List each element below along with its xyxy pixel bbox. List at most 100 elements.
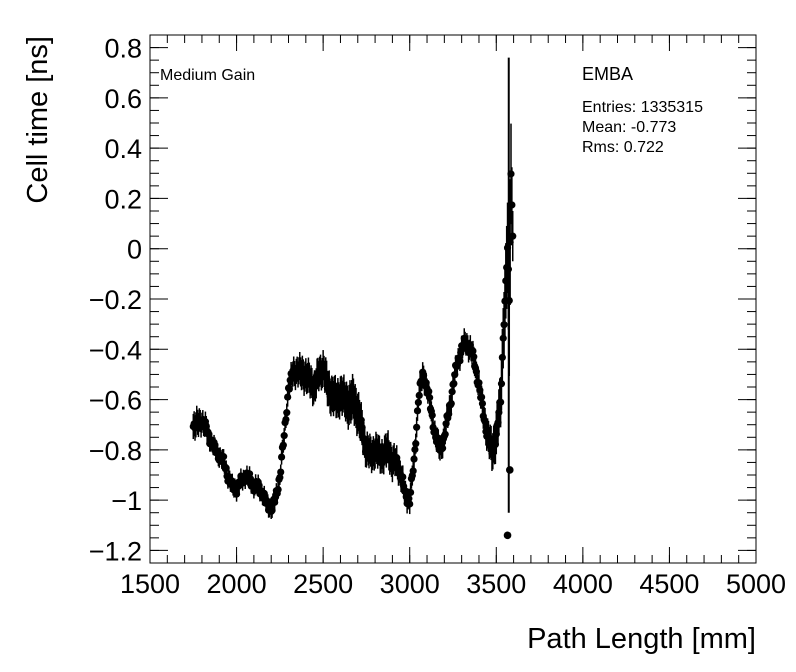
data-point	[505, 296, 513, 305]
data-point	[277, 453, 286, 461]
y-axis-title: Cell time [ns]	[22, 36, 54, 204]
data-points	[189, 170, 517, 540]
data-point	[470, 353, 478, 361]
entries-label: Entries: 1335315	[582, 99, 703, 116]
y-tick-label: −0.6	[89, 386, 142, 416]
mean-label: Mean: -0.773	[582, 119, 676, 136]
y-tick-label: −0.2	[89, 285, 142, 315]
data-point	[219, 453, 228, 461]
data-point	[414, 398, 422, 407]
data-point	[491, 440, 500, 448]
data-point	[355, 408, 363, 416]
data-point	[205, 430, 213, 438]
y-tick-labels: −1.2 −1 −0.8 −0.6 −0.4 −0.2 0 0.2 0.4 0.6 0.8	[89, 34, 142, 567]
data-point	[509, 232, 517, 240]
data-point	[285, 385, 293, 393]
data-point	[277, 468, 285, 476]
data-point	[222, 464, 230, 472]
data-point	[413, 423, 421, 431]
data-point	[323, 374, 331, 382]
gain-label: Medium Gain	[160, 67, 255, 84]
data-point	[245, 470, 254, 478]
data-point	[340, 388, 348, 396]
outlier-point	[503, 531, 512, 540]
data-point	[503, 244, 512, 252]
data-point	[399, 473, 407, 481]
x-tick-label: 4000	[553, 569, 613, 599]
data-point	[413, 407, 422, 415]
data-point	[481, 417, 489, 426]
data-point	[358, 423, 366, 432]
data-point	[412, 440, 420, 448]
y-tick-label: 0.4	[104, 134, 142, 164]
y-tick-label: 0.8	[104, 34, 142, 64]
data-point	[380, 455, 388, 463]
data-point	[393, 454, 401, 462]
data-point	[415, 391, 423, 400]
data-point	[441, 430, 449, 438]
data-point	[409, 467, 417, 475]
x-axis-title: Path Length [mm]	[527, 623, 756, 655]
data-point	[497, 398, 505, 406]
x-tick-labels: 1500 2000 2500 3000 3500 4000 4500 5000	[120, 569, 786, 599]
x-tick-label: 3500	[466, 569, 526, 599]
rms-label: Rms: 0.722	[582, 139, 664, 156]
data-point	[211, 441, 219, 449]
y-tick-label: −1	[111, 486, 142, 516]
x-tick-label: 3000	[380, 569, 440, 599]
data-point	[498, 353, 506, 362]
data-point	[492, 430, 500, 438]
data-point	[477, 393, 486, 401]
data-point	[274, 485, 282, 494]
data-point	[283, 409, 291, 417]
data-point	[442, 420, 450, 428]
y-tick-label: 0.6	[104, 84, 142, 114]
data-point	[499, 334, 507, 342]
data-point	[451, 371, 459, 379]
data-point	[495, 408, 503, 417]
y-tick-label: −0.8	[89, 436, 142, 466]
partition-label: EMBA	[582, 64, 633, 84]
data-point	[450, 379, 458, 388]
data-point	[447, 399, 455, 408]
data-point	[312, 379, 320, 387]
data-point	[425, 387, 433, 396]
data-point	[268, 506, 276, 514]
data-point	[255, 482, 263, 490]
data-point	[456, 357, 464, 365]
data-point	[419, 372, 428, 380]
data-point	[507, 170, 515, 178]
data-point	[276, 473, 284, 481]
data-point	[428, 411, 436, 419]
outlier-point	[505, 466, 514, 474]
data-point	[445, 410, 453, 418]
data-point	[504, 265, 513, 273]
data-point	[284, 393, 292, 401]
data-point	[494, 419, 502, 427]
data-point	[282, 415, 290, 424]
y-tick-label: 0	[127, 235, 142, 265]
data-point	[232, 490, 241, 498]
x-tick-label: 1500	[120, 569, 180, 599]
data-point	[476, 386, 484, 394]
x-tick-label: 5000	[726, 569, 786, 599]
y-tick-label: 0.2	[104, 184, 142, 214]
data-point	[279, 441, 287, 449]
data-point	[271, 498, 279, 506]
data-point	[431, 427, 439, 435]
data-point	[439, 444, 447, 452]
x-tick-label: 4500	[639, 569, 699, 599]
plot-frame	[149, 34, 757, 564]
data-point	[508, 201, 516, 209]
x-tick-label: 2500	[293, 569, 353, 599]
data-point	[405, 495, 413, 503]
data-point	[500, 321, 508, 329]
data-point	[502, 277, 510, 285]
x-tick-label: 2000	[207, 569, 267, 599]
y-tick-label: −0.4	[89, 335, 142, 365]
data-point	[406, 500, 414, 508]
data-point	[489, 447, 497, 455]
data-point	[202, 422, 210, 430]
data-point	[319, 361, 327, 369]
